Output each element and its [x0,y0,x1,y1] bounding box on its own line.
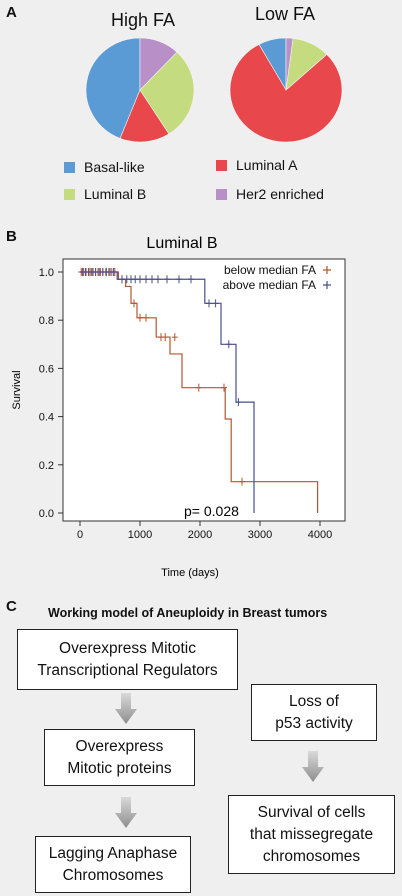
y-tick-label: 1.0 [39,267,54,279]
censor-mark [221,383,227,392]
censor-mark [155,275,161,284]
x-axis-label: Time (days) [161,567,219,579]
legend-marker [323,266,331,274]
censor-mark [143,275,149,284]
pie-slice-luminal-a [119,89,170,143]
legend-label: Basal-like [84,159,145,175]
pie-high-fa-title: High FA [110,10,176,30]
censor-mark [162,333,169,342]
censor-mark [235,398,242,407]
panel-b-label: B [6,228,17,245]
censor-mark [164,275,170,284]
box-lagging-chromosomes: Lagging Anaphase Chromosomes [35,836,191,893]
legend-entry-label: above median FA [223,278,316,292]
legend-label: Luminal B [84,186,147,202]
y-tick-label: 0.0 [39,508,54,520]
y-tick-label: 0.6 [39,363,54,375]
censor-mark [212,299,219,308]
legend-swatch-luminal-b [64,188,75,200]
box-p53-loss: Loss of p53 activity [251,684,377,741]
censor-mark [137,275,143,284]
y-tick-label: 0.2 [39,460,54,472]
p-value-annotation: p= 0.028 [184,503,239,519]
legend-label: Luminal A [236,157,298,173]
x-tick-label: 4000 [308,529,332,541]
censor-mark [131,299,137,308]
legend-swatch-her2 [216,188,227,200]
censor-mark [110,268,117,276]
legend-her2: Her2 enriched [216,186,324,202]
legend-swatch-basal [64,161,75,173]
legend-luminal-b: Luminal B [64,186,146,202]
chart-title: Luminal B [146,235,217,252]
arrow-down-icon [115,797,137,828]
box-overexpress-proteins: Overexpress Mitotic proteins [44,729,195,786]
x-tick-label: 3000 [248,529,272,541]
pie-slice-luminal-b [139,51,195,135]
plot-frame [62,258,346,522]
censor-mark [171,333,178,342]
censor-mark [225,340,232,349]
panel-a-label: A [6,4,17,21]
box-survival-of-cells: Survival of cells that missegregate chro… [228,795,395,874]
censor-mark [143,313,149,322]
survival-curve-above-median [80,271,255,513]
y-axis-label: Survival [11,370,23,409]
censor-mark [195,383,202,392]
survival-chart: Luminal B 0 1000 2000 3000 4000 0.0 0.2 0.4 0.6 0… [11,235,346,579]
censor-mark [137,313,143,322]
box-text: Survival of cells that missegregate chro… [249,803,374,865]
arrow-down-icon [302,751,324,782]
legend-basal-like: Basal-like [64,159,145,175]
arrow-down-icon [115,693,137,724]
censor-mark [188,275,194,284]
legend-label: Her2 enriched [236,186,324,202]
pie-slice-basal-like [85,37,141,139]
box-text: Lagging Anaphase Chromosomes [48,844,178,884]
censor-mark [206,299,212,308]
y-tick-label: 0.4 [39,412,54,424]
x-tick-label: 0 [77,529,83,541]
model-title: Working model of Aneuploidy in Breast tu… [48,606,328,620]
box-overexpress-regulators: Overexpress Mitotic Transcriptional Regu… [17,629,238,690]
pie-slice-her2-enriched [139,37,178,91]
x-tick-label: 1000 [128,529,152,541]
box-text: Loss of p53 activity [275,692,353,732]
pie-slice-her2-enriched [285,37,294,91]
pie-chart-high-fa [85,37,195,143]
panel-c-label: C [6,598,17,615]
legend-entry-label: below median FA [224,263,316,277]
legend-luminal-a: Luminal A [216,157,297,173]
legend-swatch-luminal-a [216,159,227,171]
censor-mark [149,275,155,284]
box-text: Overexpress Mitotic proteins [67,737,172,777]
pie-slice-luminal-a [229,44,343,143]
y-tick-label: 0.8 [39,315,54,327]
box-text: Overexpress Mitotic Transcriptional Regu… [37,639,218,679]
x-tick-label: 2000 [188,529,212,541]
censor-mark [176,275,182,284]
pie-chart-low-fa [229,37,343,143]
censor-mark [239,477,245,486]
legend-marker [323,281,331,289]
pie-low-fa-title: Low FA [254,4,316,24]
